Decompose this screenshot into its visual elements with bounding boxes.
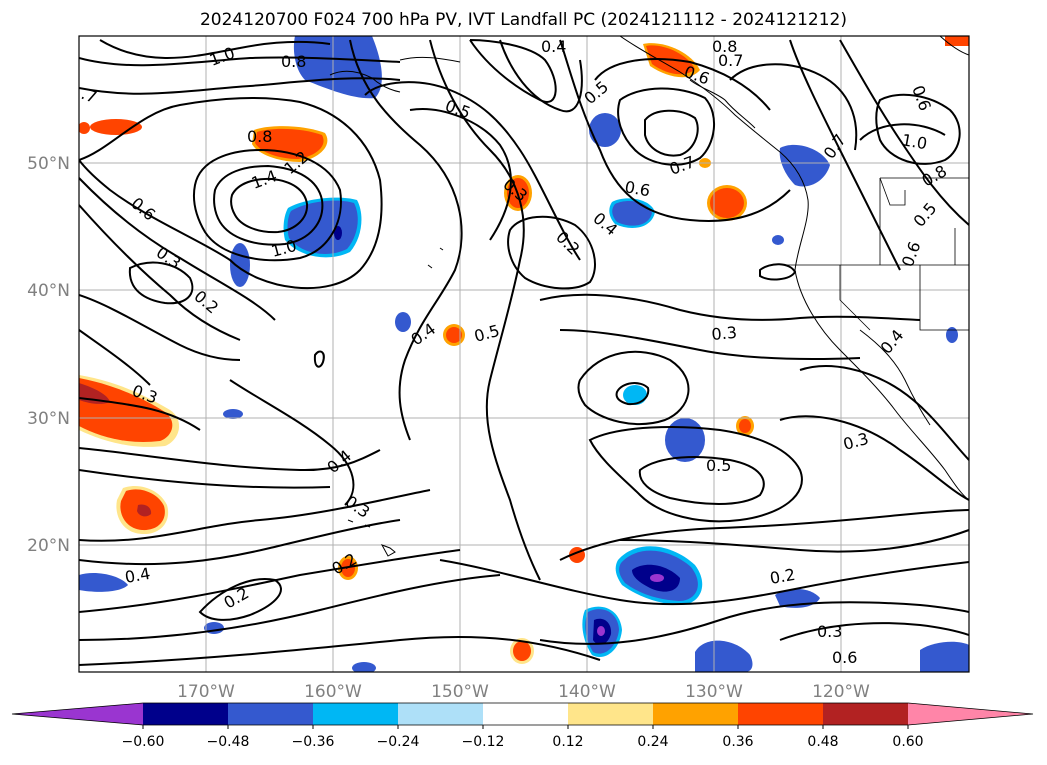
negative-anomaly-region <box>650 574 664 582</box>
map-title: 2024120700 F024 700 hPa PV, IVT Landfall… <box>199 10 847 30</box>
colorbar: −0.60 −0.48 −0.36 −0.24 −0.12 0.12 0.24 0.36 0.4… <box>11 702 1034 750</box>
contour-label: 1.0 <box>900 130 928 153</box>
lat-tick-label: 50°N <box>27 154 70 174</box>
negative-anomaly-region <box>223 409 243 419</box>
contour-label: 0.8 <box>247 127 272 146</box>
negative-anomaly-region <box>779 144 830 187</box>
positive-anomaly-region <box>513 641 531 661</box>
negative-anomaly-region <box>772 235 784 245</box>
positive-anomaly-region <box>945 36 969 46</box>
negative-anomaly-region <box>334 226 342 240</box>
shaded-field-layer <box>79 36 969 672</box>
negative-anomaly-region <box>665 418 705 462</box>
colorbar-bin <box>398 703 483 725</box>
map-frame-background <box>79 36 969 672</box>
coastline <box>329 36 969 501</box>
colorbar-tick-label: −0.12 <box>462 734 505 750</box>
contour-label: 0.6 <box>832 648 857 667</box>
negative-anomaly-region <box>946 327 958 343</box>
negative-anomaly-region <box>920 641 969 672</box>
positive-anomaly-region <box>710 188 744 218</box>
contour-label: 0.5 <box>706 456 731 475</box>
colorbar-bin <box>228 703 313 725</box>
negative-anomaly-region <box>695 640 753 672</box>
positive-anomaly-region <box>446 327 462 343</box>
negative-anomaly-region <box>230 243 250 287</box>
colorbar-tick-label: −0.60 <box>122 734 165 750</box>
contour-label: 0.2 <box>768 565 796 588</box>
contour-label: 0.3 <box>817 622 842 641</box>
positive-anomaly-region <box>90 119 142 135</box>
colorbar-tick-label: 0.24 <box>637 734 668 750</box>
colorbar-bin <box>483 703 568 725</box>
negative-anomaly-region <box>597 626 605 636</box>
positive-anomaly-region <box>79 122 90 134</box>
lat-tick-label: 30°N <box>27 409 70 429</box>
colorbar-tick-label: 0.12 <box>552 734 583 750</box>
colorbar-bin <box>653 703 738 725</box>
colorbar-tick-label: −0.48 <box>207 734 250 750</box>
lon-tick-label: 170°W <box>177 682 235 702</box>
colorbar-bin <box>568 703 653 725</box>
lon-tick-label: 130°W <box>685 682 743 702</box>
contour-label: 0.8 <box>281 52 306 71</box>
contour-label: 0.6 <box>623 177 651 200</box>
contour-label: 0.8 <box>712 37 737 56</box>
lon-tick-label: 120°W <box>812 682 870 702</box>
colorbar-bin <box>738 703 823 725</box>
colorbar-tick-label: 0.36 <box>722 734 753 750</box>
latitude-axis: 50°N 40°N 30°N 20°N <box>27 154 70 556</box>
islands <box>347 247 444 557</box>
positive-anomaly-region <box>255 128 324 159</box>
colorbar-tick-label: −0.36 <box>292 734 335 750</box>
negative-anomaly-region <box>612 201 652 226</box>
negative-anomaly-region <box>395 312 411 332</box>
lat-tick-label: 40°N <box>27 281 70 301</box>
colorbar-tick-label: −0.24 <box>377 734 420 750</box>
contour-label: .7 <box>79 84 100 107</box>
lon-tick-label: 150°W <box>431 682 489 702</box>
positive-anomaly-region <box>137 504 152 517</box>
colorbar-bin <box>313 703 398 725</box>
contour-label: 0.4 <box>541 37 566 56</box>
negative-anomaly-region <box>352 662 376 672</box>
contour-label: 0.3 <box>711 323 738 344</box>
lon-tick-label: 140°W <box>558 682 616 702</box>
contour-label: 0.4 <box>123 564 151 587</box>
negative-anomaly-region <box>79 573 128 592</box>
lat-tick-label: 20°N <box>27 536 70 556</box>
contour-label: 0.7 <box>718 51 743 70</box>
state-borders <box>785 177 969 331</box>
negative-anomaly-region <box>623 385 647 405</box>
colorbar-bin <box>823 703 908 725</box>
negative-anomaly-region <box>589 113 621 147</box>
longitude-axis: 170°W 160°W 150°W 140°W 130°W 120°W <box>177 682 870 702</box>
colorbar-bin <box>143 703 228 725</box>
map-frame <box>78 35 970 673</box>
negative-anomaly-region <box>293 36 382 99</box>
pv-contours <box>79 39 969 666</box>
colorbar-tick-label: 0.60 <box>892 734 923 750</box>
colorbar-extend-high <box>908 703 1033 725</box>
colorbar-tick-label: 0.48 <box>807 734 838 750</box>
lon-tick-label: 160°W <box>304 682 362 702</box>
positive-anomaly-region <box>739 419 751 433</box>
colorbar-extend-low <box>12 703 143 725</box>
